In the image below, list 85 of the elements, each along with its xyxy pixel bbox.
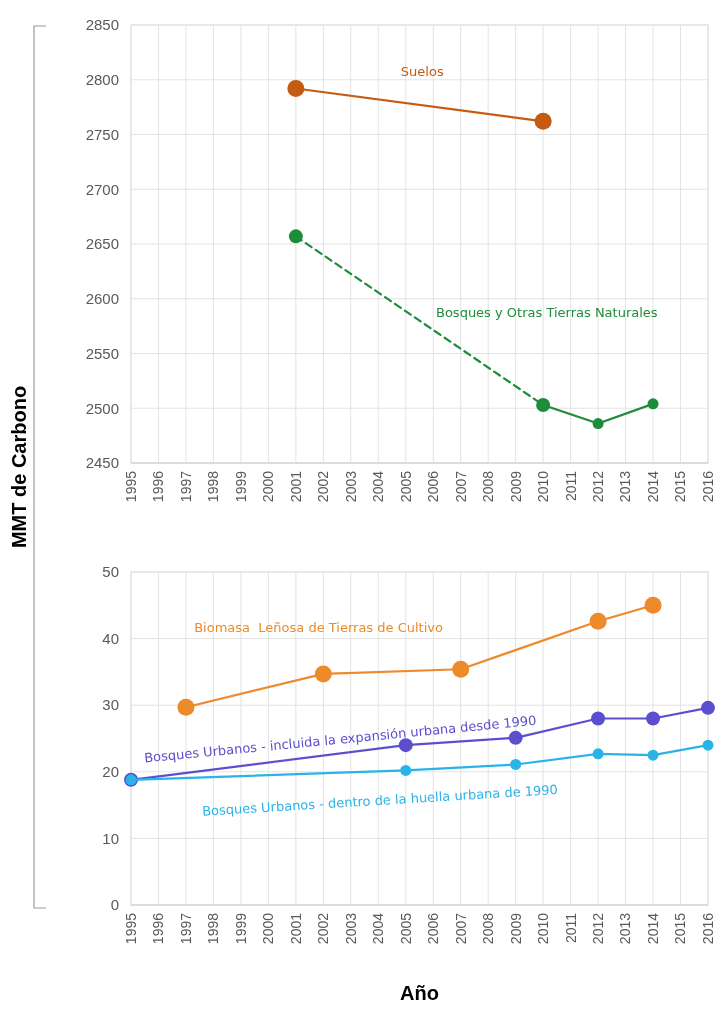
- point: [702, 739, 714, 751]
- point: [592, 418, 604, 430]
- x-tick-label: 2002: [315, 470, 332, 503]
- x-tick-label: 2016: [699, 470, 716, 503]
- point: [287, 80, 305, 98]
- point: [644, 596, 662, 614]
- series-label: Bosques Urbanos - dentro de la huella urbana de 1990: [201, 782, 559, 819]
- point: [177, 698, 195, 716]
- point: [508, 730, 523, 745]
- point: [647, 398, 659, 410]
- point: [400, 764, 412, 776]
- point: [592, 748, 604, 760]
- x-tick-label: 2015: [672, 470, 689, 503]
- x-tick-label: 2006: [425, 470, 442, 503]
- y-tick-label: 2750: [85, 125, 119, 143]
- y-axis-title: MMT de Carbono: [8, 385, 30, 549]
- x-tick-label: 2008: [480, 912, 497, 945]
- text: Bosques y Otras Tierras Naturales: [435, 305, 658, 321]
- x-tick-label: 2016: [699, 912, 716, 945]
- x-tick-label: 2014: [644, 470, 661, 503]
- x-tick-label: 2012: [590, 470, 606, 503]
- x-tick-label: 2012: [590, 912, 606, 945]
- x-tick-label: 2000: [260, 470, 277, 503]
- x-tick-label: 1995: [122, 912, 139, 945]
- x-tick-label: 2015: [672, 912, 689, 945]
- x-tick-label: 2000: [260, 912, 277, 945]
- x-tick-label: 2006: [425, 912, 442, 945]
- point: [646, 711, 661, 726]
- x-tick-label: 1995: [122, 470, 139, 503]
- x-tick-label: 2013: [617, 470, 634, 503]
- y-tick-label: 40: [102, 629, 119, 647]
- x-tick-label: 2011: [562, 470, 579, 502]
- y-tick-label: 2800: [85, 71, 119, 88]
- x-tick-label: 2003: [342, 470, 359, 503]
- x-axis-title: Año: [400, 982, 439, 1004]
- x-tick-label: 2003: [342, 912, 359, 945]
- x-tick-label: 1997: [177, 470, 194, 503]
- x-tick-label: 2013: [617, 912, 634, 945]
- point: [288, 229, 303, 244]
- y-tick-label: 10: [102, 829, 119, 847]
- point: [314, 665, 332, 683]
- text: Biomasa Leñosa de Tierras de Cultivo: [194, 619, 443, 635]
- x-tick-label: 2002: [315, 912, 332, 945]
- x-tick-label: 2007: [452, 912, 469, 945]
- x-tick-label: 1996: [150, 470, 167, 503]
- point: [510, 758, 522, 770]
- y-tick-label: 2850: [85, 16, 119, 34]
- x-tick-label: 1997: [177, 912, 194, 945]
- x-tick-label: 2005: [397, 470, 414, 503]
- x-tick-label: 2009: [507, 912, 524, 945]
- x-tick-label: 1999: [232, 912, 249, 945]
- point: [701, 700, 715, 715]
- x-tick-label: 2001: [287, 912, 304, 945]
- point: [452, 660, 470, 678]
- point: [591, 711, 606, 726]
- y-tick-label: 2700: [85, 180, 119, 198]
- x-tick-label: 2014: [644, 912, 661, 945]
- x-tick-label: 2007: [452, 470, 469, 503]
- x-tick-label: 2010: [535, 470, 552, 503]
- y-tick-label: 50: [102, 563, 119, 581]
- x-tick-label: 2004: [370, 912, 387, 945]
- x-tick-label: 1998: [205, 470, 222, 503]
- series-label: Suelos: [400, 64, 444, 80]
- x-tick-label: 2001: [287, 470, 304, 503]
- y-tick-label: 2650: [85, 235, 119, 253]
- x-tick-label: 2011: [562, 912, 579, 944]
- point: [589, 612, 607, 630]
- x-tick-label: 2004: [370, 470, 387, 503]
- x-tick-label: 1999: [232, 470, 249, 503]
- x-tick-label: 2010: [535, 912, 552, 945]
- x-tick-label: 2008: [480, 470, 497, 503]
- x-tick-label: 1996: [150, 912, 167, 945]
- text: Bosques Urbanos - incluida la expansión urbana desde 1990: [143, 712, 538, 766]
- point: [534, 112, 552, 130]
- x-tick-label: 2009: [507, 470, 524, 503]
- y-tick-label: 2550: [85, 344, 119, 362]
- y-tick-label: 20: [102, 763, 119, 781]
- y-tick-label: 0: [110, 896, 119, 914]
- x-tick-label: 2005: [397, 912, 414, 945]
- y-tick-label: 2450: [85, 454, 119, 472]
- x-tick-label: 1998: [205, 912, 222, 945]
- y-tick-label: 2500: [85, 399, 119, 417]
- y-tick-label: 2600: [85, 290, 119, 307]
- y-tick-label: 30: [102, 696, 119, 714]
- point: [647, 749, 659, 761]
